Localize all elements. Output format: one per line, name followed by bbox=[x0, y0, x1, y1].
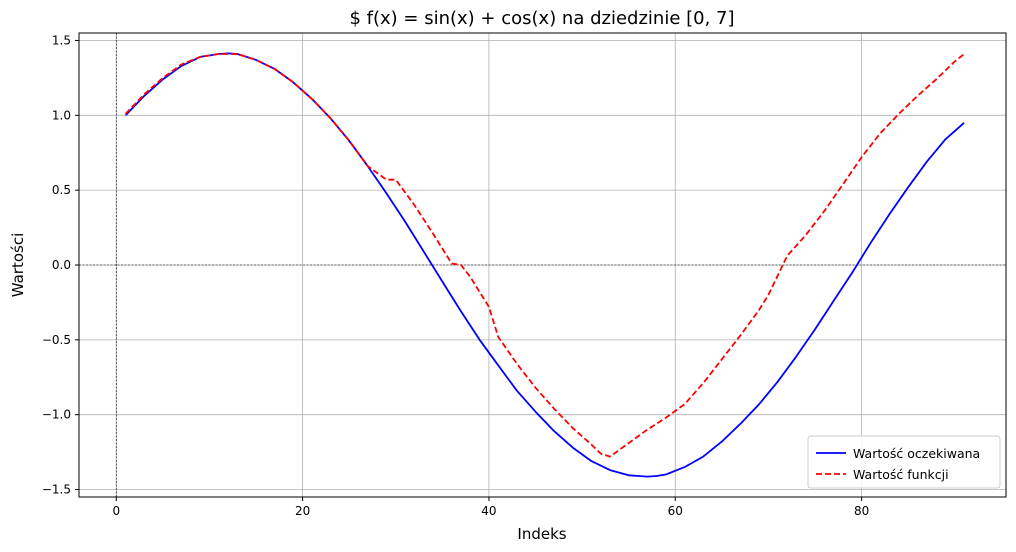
legend-label-function: Wartość funkcji bbox=[853, 467, 949, 482]
chart-title: $ f(x) = sin(x) + cos(x) na dziedzinie [… bbox=[349, 8, 734, 29]
y-axis-title: Wartości bbox=[9, 233, 27, 298]
x-tick-label: 60 bbox=[668, 504, 683, 518]
x-tick-label: 40 bbox=[481, 504, 496, 518]
y-tick-label: 0.5 bbox=[52, 183, 71, 197]
y-tick-label: 1.0 bbox=[52, 108, 71, 122]
x-axis-title: Indeks bbox=[517, 525, 566, 543]
x-tick-label: 0 bbox=[112, 504, 120, 518]
reference-lines bbox=[79, 33, 1006, 497]
y-axis-ticks: −1.5 −1.0 −0.5 0.0 0.5 1.0 1.5 bbox=[42, 33, 79, 497]
y-tick-label: −1.5 bbox=[42, 483, 71, 497]
series-line-1 bbox=[124, 53, 965, 458]
series-layer bbox=[124, 52, 965, 478]
y-tick-label: −0.5 bbox=[42, 333, 71, 347]
legend-box bbox=[807, 435, 1001, 489]
y-tick-label: 0.0 bbox=[52, 258, 71, 272]
y-tick-label: −1.0 bbox=[42, 408, 71, 422]
y-tick-label: 1.5 bbox=[52, 33, 71, 47]
x-axis-ticks: 0 20 40 60 80 bbox=[112, 497, 869, 518]
x-tick-label: 80 bbox=[854, 504, 869, 518]
x-tick-label: 20 bbox=[295, 504, 310, 518]
legend-label-expected: Wartość oczekiwana bbox=[853, 446, 980, 461]
legend: Wartość oczekiwana Wartość funkcji bbox=[807, 435, 1001, 489]
